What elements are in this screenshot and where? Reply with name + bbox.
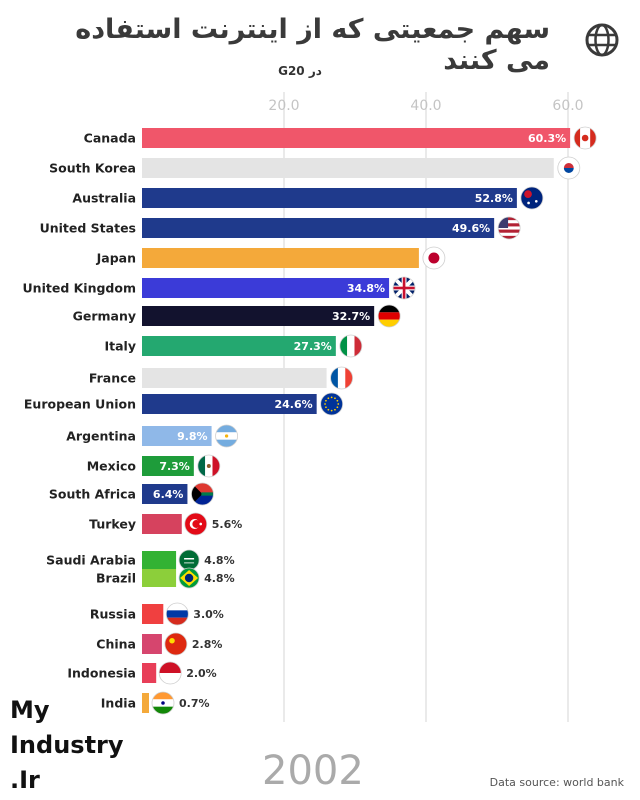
indonesia-flag [158, 661, 182, 685]
brazil-flag [178, 567, 200, 589]
category-label: Japan [96, 251, 136, 266]
category-label: Brazil [96, 571, 136, 586]
bar [142, 368, 327, 388]
category-label: South Korea [49, 161, 136, 176]
data-label: 3.0% [193, 608, 224, 621]
bar [142, 218, 495, 238]
data-source: Data source: world bank [489, 776, 624, 789]
germany-flag [377, 304, 401, 328]
x-tick-label: 20.0 [268, 98, 299, 114]
category-label: Canada [84, 131, 136, 146]
japan-flag [422, 246, 446, 270]
bar [142, 514, 182, 534]
data-label: 24.6% [274, 398, 312, 411]
european-union-flag [320, 392, 344, 416]
china-flag [164, 632, 188, 656]
data-label: 60.3% [528, 132, 566, 145]
chart-title: سهم جمعیتی که از اینترنت استفاده می کنند [75, 14, 550, 76]
brand-line-3: .Ir [10, 766, 40, 794]
saudi-arabia-flag [178, 549, 200, 571]
data-label: 2.0% [186, 667, 217, 680]
south-africa-flag [191, 482, 214, 506]
chart-subtitle: در G20 [278, 64, 322, 78]
bar [142, 484, 188, 504]
year-label: 2002 [262, 748, 364, 794]
category-label: Argentina [66, 429, 136, 444]
data-label: 27.3% [294, 340, 332, 353]
bar [142, 663, 157, 683]
category-label: European Union [24, 397, 136, 412]
category-label: United States [40, 221, 136, 236]
bar [142, 693, 149, 713]
brand-line-1: My [10, 696, 50, 724]
bar [142, 604, 164, 624]
category-label: Saudi Arabia [46, 553, 136, 568]
france-flag [330, 366, 354, 390]
canada-flag [573, 126, 597, 150]
category-label: Mexico [87, 459, 137, 474]
category-label: Germany [73, 309, 136, 324]
data-label: 0.7% [179, 697, 210, 710]
bar [142, 569, 177, 587]
australia-flag [520, 186, 544, 210]
bar [142, 336, 336, 356]
data-label: 6.4% [153, 488, 184, 501]
x-tick-label: 40.0 [410, 98, 441, 114]
turkey-flag [184, 512, 208, 536]
italy-flag [339, 334, 363, 358]
x-tick-label: 60.0 [552, 98, 583, 114]
bar [142, 278, 390, 298]
united-states-flag [497, 216, 521, 240]
mexico-flag [197, 454, 221, 478]
bar [142, 128, 571, 148]
bar [142, 551, 177, 569]
category-label: Indonesia [67, 666, 136, 681]
bar [142, 306, 375, 326]
bar [142, 248, 419, 268]
data-label: 34.8% [347, 282, 385, 295]
data-label: 4.8% [204, 572, 235, 585]
category-label: Russia [90, 607, 136, 622]
category-label: United Kingdom [23, 281, 136, 296]
data-label: 49.6% [452, 222, 490, 235]
bar [142, 158, 554, 178]
category-label: France [89, 371, 136, 386]
category-label: Italy [105, 339, 137, 354]
bar [142, 634, 162, 654]
argentina-flag [215, 424, 238, 448]
category-label: Turkey [89, 517, 136, 532]
bar [142, 188, 517, 208]
category-label: China [96, 637, 136, 652]
category-label: India [101, 696, 136, 711]
data-label: 4.8% [204, 554, 235, 567]
united-kingdom-flag [392, 276, 416, 300]
category-label: South Africa [49, 487, 136, 502]
data-label: 7.3% [159, 460, 190, 473]
category-label: Australia [72, 191, 136, 206]
data-label: 5.6% [212, 518, 243, 531]
bar [142, 426, 212, 446]
data-label: 32.7% [332, 310, 370, 323]
bar [142, 456, 194, 476]
globe-icon [585, 23, 619, 57]
india-flag [151, 691, 175, 715]
russia-flag [165, 602, 189, 626]
bar [142, 394, 317, 414]
data-label: 52.8% [475, 192, 513, 205]
south-korea-flag [557, 156, 581, 180]
data-label: 9.8% [177, 430, 208, 443]
brand-line-2: Industry [10, 731, 124, 759]
data-label: 2.8% [192, 638, 223, 651]
